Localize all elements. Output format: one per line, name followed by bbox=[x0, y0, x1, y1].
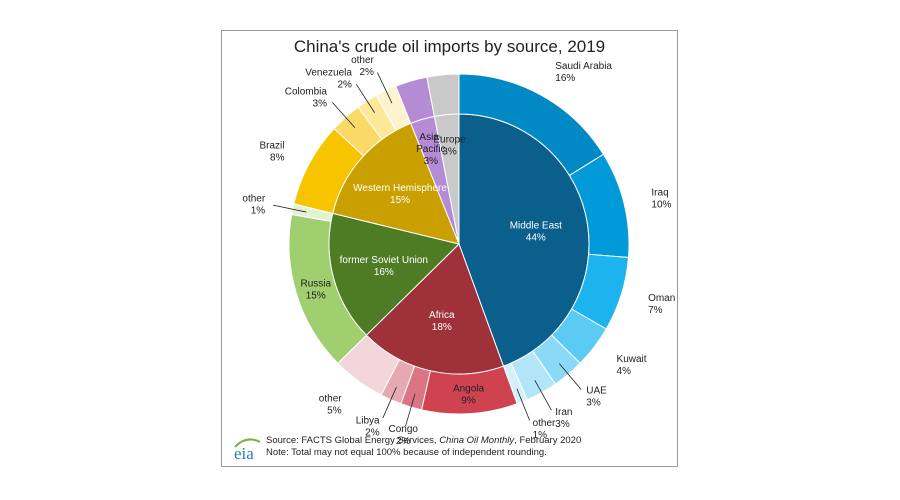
leader-line-other-16 bbox=[376, 72, 393, 104]
note-line: Note: Total may not equal 100% because o… bbox=[266, 447, 547, 458]
outer-label-other-16: other 2% bbox=[351, 55, 374, 78]
logo-text: eia bbox=[234, 444, 254, 462]
inner-ring bbox=[328, 113, 590, 375]
inner-label-asia-pacific: Asia-Pacific 3% bbox=[416, 132, 445, 167]
leader-line-congo-8 bbox=[405, 393, 416, 427]
inner-labels: Middle East 44% Africa 18% former Soviet Uni… bbox=[340, 132, 563, 333]
inner-label-europe: Europe 3% bbox=[433, 134, 466, 157]
leader-line-other-12 bbox=[272, 204, 307, 213]
leader-line-venezuela-15 bbox=[355, 83, 375, 113]
outer-slice-europe-18 bbox=[426, 73, 460, 117]
outer-label-angola-7: Angola 9% bbox=[453, 384, 485, 407]
outer-label-colombia-14: Colombia 3% bbox=[285, 86, 328, 109]
inner-label-western-hemisphere: Western Hemisphere 15% bbox=[353, 183, 447, 206]
chart-frame: China's crude oil imports by source, 201… bbox=[221, 30, 678, 467]
outer-label-iran-5: Iran 3% bbox=[555, 407, 572, 430]
outer-label-venezuela-15: Venezuela 2% bbox=[305, 67, 352, 90]
outer-labels: Saudi Arabia 16% Iraq 10% Oman 7% Kuwait 4% UAE 3… bbox=[242, 55, 675, 447]
outer-label-libya-9: Libya 2% bbox=[356, 415, 380, 438]
leader-line-iran-5 bbox=[534, 380, 552, 411]
outer-label-russia-11: Russia 15% bbox=[300, 279, 331, 302]
inner-label-former-soviet-union: former Soviet Union 16% bbox=[340, 255, 428, 278]
leader-line-uae-4 bbox=[558, 363, 582, 390]
outer-label-iraq-1: Iraq 10% bbox=[651, 187, 671, 210]
inner-label-africa: Africa 18% bbox=[429, 310, 455, 333]
outer-label-oman-2: Oman 7% bbox=[648, 293, 675, 316]
leader-line-other-6 bbox=[516, 388, 530, 421]
outer-label-congo-8: Congo 2% bbox=[388, 424, 418, 447]
source-line: Source: FACTS Global Energy Services, Ch… bbox=[266, 435, 582, 446]
outer-label-other-6: other 1% bbox=[533, 418, 556, 441]
leader-line-colombia-14 bbox=[332, 102, 356, 129]
outer-ring bbox=[288, 73, 630, 415]
donut-chart: Middle East 44% Africa 18% former Soviet Uni… bbox=[242, 55, 675, 447]
inner-label-middle-east: Middle East 44% bbox=[510, 220, 562, 243]
outer-label-brazil-13: Brazil 8% bbox=[259, 140, 284, 163]
chart-title: China's crude oil imports by source, 201… bbox=[293, 37, 606, 56]
source-publication: China Oil Monthly bbox=[439, 435, 515, 446]
source-note: Source: FACTS Global Energy Services, Ch… bbox=[266, 435, 581, 459]
eia-logo: eia bbox=[234, 438, 261, 462]
outer-label-other-12: other 1% bbox=[242, 193, 265, 216]
outer-label-kuwait-3: Kuwait 4% bbox=[617, 354, 647, 377]
outer-label-saudi-arabia-0: Saudi Arabia 16% bbox=[555, 61, 612, 84]
leader-line-libya-9 bbox=[382, 386, 397, 419]
logo-arc-icon bbox=[234, 438, 261, 448]
leader-lines bbox=[272, 72, 582, 427]
outer-label-other-10: other 5% bbox=[319, 393, 342, 416]
outer-label-uae-4: UAE 3% bbox=[586, 386, 607, 409]
